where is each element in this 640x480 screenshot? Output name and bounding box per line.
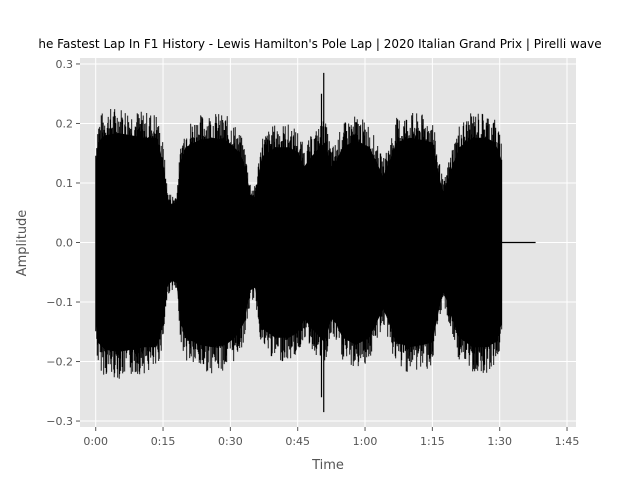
x-axis-ticks: 0:00 0:15 0:30 0:45 1:00 1:15 1:30 1:45 <box>83 427 579 448</box>
y-axis-ticks: 0.3 0.2 0.1 0.0 −0.1 −0.2 −0.3 <box>46 58 80 428</box>
y-tick-label: 0.2 <box>56 117 74 130</box>
x-tick-label: 0:15 <box>151 435 176 448</box>
x-tick-label: 1:15 <box>420 435 445 448</box>
y-tick-label: 0.1 <box>56 177 74 190</box>
waveform-core <box>95 132 502 353</box>
y-tick-label: −0.3 <box>46 415 73 428</box>
x-tick-label: 1:00 <box>353 435 378 448</box>
waveform-series <box>95 72 536 413</box>
y-tick-label: −0.1 <box>46 296 73 309</box>
y-tick-label: 0.0 <box>56 237 74 250</box>
x-tick-label: 0:00 <box>83 435 108 448</box>
x-tick-label: 0:30 <box>218 435 243 448</box>
x-tick-label: 1:45 <box>555 435 580 448</box>
x-tick-label: 1:30 <box>487 435 512 448</box>
y-axis-label: Amplitude <box>15 210 30 277</box>
y-tick-label: 0.3 <box>56 58 74 71</box>
x-tick-label: 0:45 <box>285 435 310 448</box>
x-axis-label: Time <box>311 458 344 473</box>
chart-title: he Fastest Lap In F1 History - Lewis Ham… <box>38 37 601 51</box>
y-tick-label: −0.2 <box>46 356 73 369</box>
